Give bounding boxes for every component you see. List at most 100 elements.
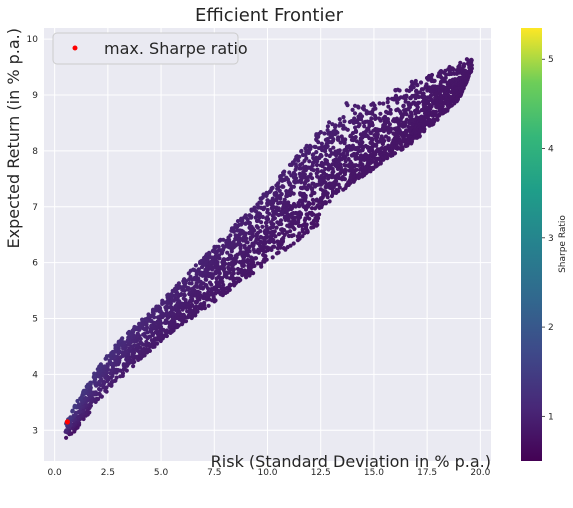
portfolio-point	[78, 396, 83, 401]
portfolio-point	[333, 149, 338, 154]
portfolio-point	[342, 162, 347, 168]
portfolio-point	[146, 335, 151, 340]
portfolio-point	[318, 196, 324, 201]
colorbar-tick-label: 1	[548, 412, 554, 422]
portfolio-point	[254, 218, 260, 224]
portfolio-point	[276, 201, 281, 206]
y-tick-label: 5	[32, 315, 38, 325]
portfolio-point	[281, 170, 286, 175]
x-tick-label: 15.0	[364, 468, 384, 478]
portfolio-point	[107, 382, 112, 387]
portfolio-point	[395, 100, 400, 105]
portfolio-point	[285, 245, 290, 250]
portfolio-point	[369, 102, 374, 107]
portfolio-point	[258, 196, 263, 201]
portfolio-point	[279, 227, 284, 232]
portfolio-point	[265, 198, 270, 203]
portfolio-point	[239, 216, 244, 221]
portfolio-point	[314, 132, 319, 137]
portfolio-point	[331, 158, 336, 163]
portfolio-point	[403, 143, 408, 148]
portfolio-point	[322, 131, 327, 136]
portfolio-point	[300, 152, 306, 158]
portfolio-point	[238, 249, 243, 254]
portfolio-point	[265, 201, 270, 206]
portfolio-point	[183, 319, 189, 324]
portfolio-point	[314, 213, 319, 218]
portfolio-point	[193, 299, 198, 304]
portfolio-point	[333, 174, 339, 179]
portfolio-point	[163, 305, 168, 310]
portfolio-point	[105, 362, 110, 367]
portfolio-point	[297, 231, 302, 236]
portfolio-point	[388, 107, 393, 113]
y-tick-label: 4	[32, 370, 38, 380]
colorbar-ticks: 1 2 3 4 5	[542, 55, 554, 422]
portfolio-point	[414, 88, 419, 93]
x-tick-label: 0.0	[47, 468, 62, 478]
portfolio-point	[303, 216, 308, 221]
portfolio-point	[206, 289, 211, 294]
portfolio-point	[298, 185, 304, 190]
portfolio-point	[408, 110, 413, 115]
portfolio-point	[298, 198, 303, 203]
portfolio-point	[198, 302, 203, 307]
portfolio-point	[260, 224, 265, 229]
portfolio-point	[385, 96, 391, 101]
portfolio-point	[287, 162, 293, 167]
portfolio-point	[170, 288, 175, 293]
portfolio-point	[235, 266, 241, 272]
legend-box	[52, 32, 239, 65]
portfolio-point	[255, 261, 260, 266]
portfolio-point	[389, 96, 395, 101]
portfolio-point	[414, 82, 419, 87]
portfolio-point	[263, 235, 268, 240]
portfolio-point	[350, 143, 355, 148]
portfolio-point	[110, 379, 115, 384]
portfolio-point	[97, 387, 102, 392]
portfolio-point	[70, 409, 75, 414]
portfolio-point	[160, 298, 165, 303]
portfolio-point	[410, 93, 415, 99]
portfolio-point	[212, 244, 217, 249]
portfolio-point	[298, 162, 303, 168]
portfolio-point	[233, 254, 238, 259]
portfolio-point	[312, 144, 317, 149]
portfolio-point	[375, 147, 380, 152]
portfolio-point	[418, 80, 424, 85]
portfolio-point	[181, 296, 186, 301]
portfolio-point	[462, 62, 467, 67]
portfolio-point	[347, 119, 352, 125]
portfolio-point	[138, 340, 143, 345]
portfolio-point	[337, 117, 342, 122]
portfolio-point	[378, 111, 383, 116]
portfolio-point	[393, 93, 399, 98]
portfolio-point	[120, 371, 126, 376]
portfolio-point	[338, 140, 343, 145]
portfolio-point	[202, 291, 207, 297]
portfolio-point	[386, 104, 391, 109]
portfolio-point	[249, 207, 254, 212]
portfolio-point	[265, 207, 270, 212]
portfolio-point	[271, 244, 276, 249]
portfolio-point	[379, 134, 384, 139]
portfolio-point	[240, 253, 245, 259]
portfolio-point	[202, 255, 207, 260]
legend: max. Sharpe ratio	[52, 32, 248, 65]
portfolio-point	[327, 120, 332, 125]
y-axis-ticks: 3 4 5 6 7 8 9 10	[27, 35, 39, 436]
portfolio-point	[299, 149, 304, 154]
portfolio-point	[307, 159, 312, 164]
portfolio-point	[275, 220, 280, 225]
portfolio-point	[407, 114, 412, 119]
y-axis-label: Expected Return (in % p.a.)	[4, 28, 23, 249]
portfolio-point	[250, 241, 255, 246]
portfolio-point	[291, 201, 297, 207]
portfolio-point	[315, 222, 320, 227]
portfolio-point	[319, 169, 324, 174]
x-tick-label: 7.5	[207, 468, 221, 478]
portfolio-point	[274, 225, 279, 230]
portfolio-point	[307, 143, 313, 148]
portfolio-point	[188, 274, 193, 279]
portfolio-point	[286, 233, 292, 239]
